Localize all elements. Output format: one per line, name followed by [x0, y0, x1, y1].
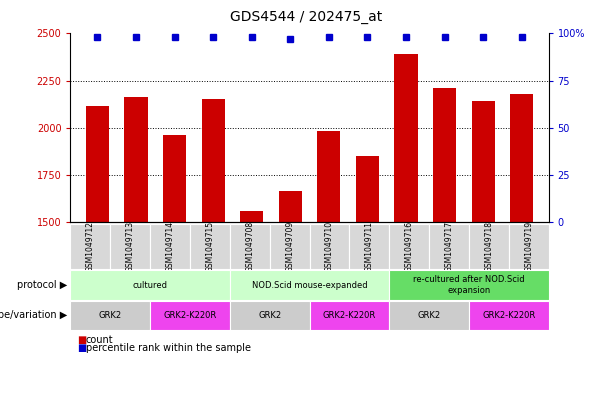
Text: GSM1049710: GSM1049710: [325, 221, 334, 272]
Text: ■: ■: [77, 343, 86, 353]
Bar: [124, 97, 148, 222]
Text: GRK2-K220R: GRK2-K220R: [164, 311, 216, 320]
Text: GDS4544 / 202475_at: GDS4544 / 202475_at: [230, 10, 383, 24]
Bar: [240, 211, 264, 222]
Text: GRK2: GRK2: [99, 311, 122, 320]
Bar: [310, 224, 349, 269]
Text: GRK2-K220R: GRK2-K220R: [482, 311, 535, 320]
Text: GSM1049708: GSM1049708: [245, 221, 254, 272]
Bar: [433, 88, 456, 222]
Bar: [469, 224, 509, 269]
Text: GSM1049714: GSM1049714: [166, 221, 175, 272]
Bar: [318, 130, 340, 222]
Bar: [110, 224, 150, 269]
Text: GSM1049717: GSM1049717: [444, 221, 454, 272]
Bar: [349, 224, 389, 269]
Bar: [70, 270, 230, 300]
Bar: [270, 224, 310, 269]
Text: cultured: cultured: [132, 281, 168, 290]
Bar: [230, 270, 389, 300]
Text: GSM1049712: GSM1049712: [86, 221, 95, 272]
Text: count: count: [86, 334, 113, 345]
Bar: [510, 94, 533, 222]
Bar: [279, 191, 302, 222]
Bar: [310, 301, 389, 330]
Bar: [389, 301, 469, 330]
Bar: [163, 135, 186, 222]
Bar: [70, 301, 150, 330]
Bar: [429, 224, 469, 269]
Bar: [356, 156, 379, 222]
Text: GSM1049715: GSM1049715: [205, 221, 215, 272]
Text: GSM1049709: GSM1049709: [285, 221, 294, 272]
Bar: [389, 224, 429, 269]
Text: re-cultured after NOD.Scid
expansion: re-cultured after NOD.Scid expansion: [413, 275, 525, 295]
Text: GRK2-K220R: GRK2-K220R: [323, 311, 376, 320]
Text: GSM1049711: GSM1049711: [365, 221, 374, 272]
Text: GRK2: GRK2: [417, 311, 441, 320]
Bar: [509, 224, 549, 269]
Bar: [86, 106, 109, 222]
Text: GRK2: GRK2: [258, 311, 281, 320]
Bar: [230, 301, 310, 330]
Bar: [70, 224, 110, 269]
Bar: [469, 301, 549, 330]
Text: genotype/variation ▶: genotype/variation ▶: [0, 310, 67, 320]
Text: percentile rank within the sample: percentile rank within the sample: [86, 343, 251, 353]
Bar: [190, 224, 230, 269]
Text: GSM1049716: GSM1049716: [405, 221, 414, 272]
Text: GSM1049718: GSM1049718: [484, 221, 493, 272]
Bar: [471, 101, 495, 222]
Bar: [389, 270, 549, 300]
Text: GSM1049719: GSM1049719: [524, 221, 533, 272]
Bar: [230, 224, 270, 269]
Bar: [394, 54, 417, 222]
Bar: [150, 224, 190, 269]
Text: ■: ■: [77, 334, 86, 345]
Bar: [202, 99, 225, 222]
Text: NOD.Scid mouse-expanded: NOD.Scid mouse-expanded: [252, 281, 367, 290]
Text: GSM1049713: GSM1049713: [126, 221, 135, 272]
Text: protocol ▶: protocol ▶: [17, 280, 67, 290]
Bar: [150, 301, 230, 330]
